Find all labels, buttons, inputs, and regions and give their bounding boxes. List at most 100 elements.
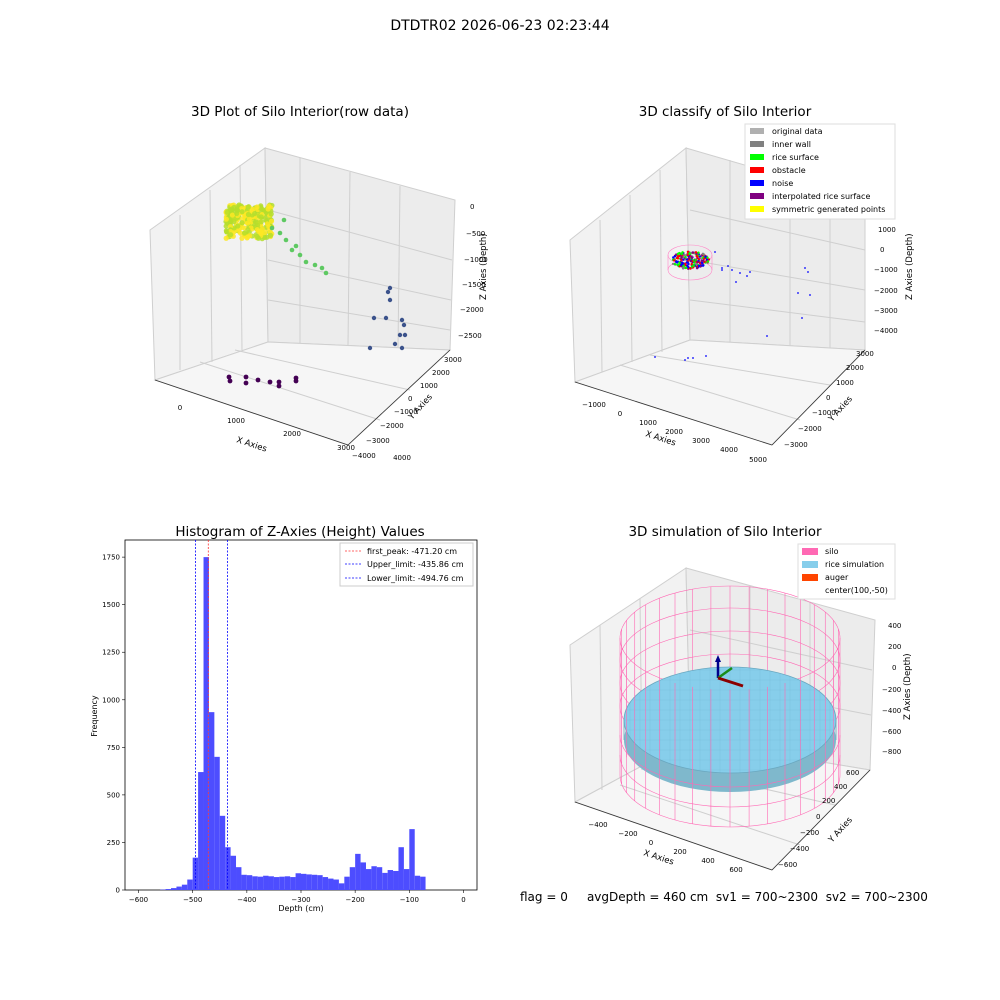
p4-ytick: 200 bbox=[822, 797, 835, 805]
legend-label: Upper_limit: -435.86 cm bbox=[367, 560, 464, 569]
legend-swatch-obstacle bbox=[750, 167, 764, 173]
data-point bbox=[700, 261, 704, 264]
data-point bbox=[690, 265, 694, 268]
histogram-bar bbox=[203, 557, 209, 890]
data-point bbox=[258, 214, 264, 220]
histogram-bar bbox=[219, 815, 226, 890]
histogram-bar bbox=[338, 883, 345, 890]
data-point bbox=[283, 237, 289, 243]
p2-legend: original data inner wall rice surface ob… bbox=[744, 123, 896, 220]
data-point bbox=[265, 206, 271, 212]
data-point bbox=[721, 267, 723, 269]
data-point bbox=[226, 374, 232, 380]
data-point bbox=[686, 253, 690, 257]
legend-label: center(100,-50) bbox=[825, 586, 888, 595]
panel1-3d-plot: 0 1000 2000 3000 4000 −4000 −3000 −2000 … bbox=[149, 147, 489, 462]
data-point bbox=[696, 260, 699, 263]
data-point bbox=[229, 206, 235, 212]
data-point bbox=[297, 252, 303, 258]
data-point bbox=[673, 259, 676, 262]
data-point bbox=[303, 259, 309, 265]
panel2-3d-plot: −1000 0 1000 2000 3000 4000 5000 −3000 −… bbox=[569, 123, 915, 464]
histogram-bar bbox=[382, 872, 388, 890]
flag-text: flag = 0 bbox=[520, 890, 568, 904]
histogram-bar bbox=[246, 875, 253, 890]
p1-ztick: −1500 bbox=[462, 281, 486, 289]
p4-ytick: −600 bbox=[778, 861, 797, 869]
p1-zlabel: Z Axies (Depth) bbox=[479, 233, 489, 300]
histogram-bar bbox=[355, 853, 361, 890]
data-point bbox=[694, 258, 697, 262]
p2-ztick: −2000 bbox=[874, 287, 898, 295]
data-point bbox=[397, 332, 403, 338]
y-tick-label: 750 bbox=[107, 744, 120, 752]
data-point bbox=[688, 252, 691, 256]
p4-ytick: 400 bbox=[834, 783, 847, 791]
x-tick-label: −500 bbox=[183, 896, 202, 904]
data-point bbox=[254, 204, 260, 210]
data-point bbox=[683, 253, 686, 257]
data-point bbox=[684, 255, 687, 259]
data-point bbox=[689, 267, 692, 270]
panel3-title: Histogram of Z-Axies (Height) Values bbox=[175, 524, 425, 540]
legend-swatch-auger bbox=[802, 574, 818, 581]
p1-xtick: 4000 bbox=[393, 454, 411, 462]
data-point bbox=[689, 260, 693, 263]
data-point bbox=[727, 265, 729, 267]
data-point bbox=[224, 209, 230, 215]
data-point bbox=[676, 252, 680, 256]
data-point bbox=[681, 258, 685, 261]
data-point bbox=[223, 223, 229, 229]
p2-ytick: 2000 bbox=[846, 364, 864, 372]
data-point bbox=[383, 315, 389, 321]
data-point bbox=[293, 378, 299, 384]
data-point bbox=[392, 341, 398, 347]
histogram-bar bbox=[306, 874, 312, 890]
data-point bbox=[695, 267, 699, 270]
data-point bbox=[705, 258, 709, 261]
data-point bbox=[387, 297, 393, 303]
histogram-bar bbox=[225, 847, 231, 890]
legend-swatch-rice bbox=[802, 561, 818, 568]
p1-xtick: 3000 bbox=[337, 444, 355, 452]
data-point bbox=[706, 260, 710, 263]
p3-legend: first_peak: -471.20 cm Upper_limit: -435… bbox=[339, 542, 474, 587]
p1-ytick: −1000 bbox=[394, 408, 418, 416]
data-point bbox=[245, 227, 251, 233]
y-tick-label: 1500 bbox=[102, 601, 120, 609]
data-point bbox=[697, 264, 701, 268]
histogram-bar bbox=[171, 888, 177, 890]
data-point bbox=[680, 252, 683, 256]
data-point bbox=[254, 226, 260, 233]
figure-title: DTDTR02 2026-06-23 02:23:44 bbox=[390, 18, 610, 34]
p4-xtick: 600 bbox=[729, 866, 742, 874]
histogram-bar bbox=[365, 869, 372, 890]
histogram-bar bbox=[317, 875, 323, 890]
data-point bbox=[685, 266, 688, 269]
p2-ztick: 0 bbox=[880, 246, 884, 254]
p1-ztick: −1000 bbox=[464, 256, 488, 264]
p2-ytick: 3000 bbox=[856, 350, 874, 358]
data-point bbox=[401, 322, 407, 328]
panel2-title: 3D classify of Silo Interior bbox=[638, 104, 812, 120]
data-point bbox=[277, 230, 283, 236]
histogram-bar bbox=[187, 879, 193, 890]
panel4-3d-plot: −400 −200 0 200 400 600 −600 −400 −200 0… bbox=[569, 543, 913, 874]
y-tick-label: 500 bbox=[107, 791, 120, 799]
data-point bbox=[245, 204, 251, 210]
p1-ztick: −2000 bbox=[460, 306, 484, 314]
data-point bbox=[680, 256, 683, 259]
histogram-bar bbox=[208, 712, 215, 890]
y-tick-label: 1750 bbox=[102, 554, 120, 562]
data-point bbox=[687, 256, 691, 260]
data-point bbox=[239, 216, 246, 222]
histogram-bar bbox=[230, 855, 237, 890]
data-point bbox=[228, 232, 234, 238]
p1-xtick: 0 bbox=[178, 404, 182, 412]
p4-xtick: −400 bbox=[588, 821, 607, 829]
data-point bbox=[402, 332, 408, 338]
data-point bbox=[746, 275, 748, 277]
data-point bbox=[694, 251, 698, 254]
histogram-bar bbox=[236, 867, 242, 890]
data-point bbox=[699, 256, 702, 260]
